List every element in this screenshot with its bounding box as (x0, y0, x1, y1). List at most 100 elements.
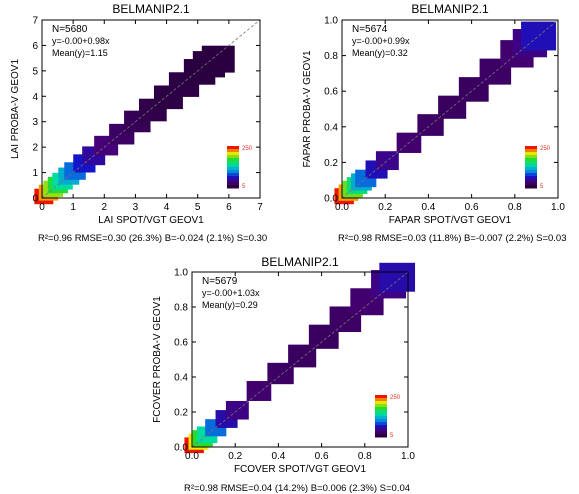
density-cell-15 (379, 262, 416, 292)
y-tick-label: 6 (32, 41, 38, 52)
colorbar-segment (525, 161, 537, 165)
colorbar-segment (375, 404, 387, 408)
y-tick-label: 0.6 (324, 87, 338, 98)
colorbar-segment (227, 149, 239, 153)
annotation-1: N=5680 (52, 24, 88, 35)
colorbar-segment (227, 152, 239, 156)
density-cell-9 (267, 362, 294, 385)
stats-line: R²=0.96 RMSE=0.30 (26.3%) B=-0.024 (2.1%… (38, 233, 267, 244)
y-tick-label: 0.4 (324, 122, 338, 133)
colorbar-segment (227, 170, 239, 174)
colorbar-segment (227, 167, 239, 171)
annotation-3: Mean(y)=0.29 (202, 300, 258, 310)
y-tick-label: 4 (32, 92, 38, 103)
colorbar-segment (375, 428, 387, 432)
chart-title: BELMANIP2.1 (411, 2, 489, 16)
colorbar-segment (375, 398, 387, 402)
x-tick-label: 0.4 (271, 451, 285, 462)
y-tick-label: 1.0 (324, 16, 338, 27)
y-tick-label: 0.0 (324, 194, 338, 205)
colorbar-segment (525, 185, 537, 189)
colorbar-segment (375, 410, 387, 414)
x-tick-label: 1 (70, 202, 76, 213)
colorbar-segment (227, 185, 239, 189)
annotation-2: y=-0.00+0.99x (352, 36, 410, 46)
annotation-1: N=5679 (202, 276, 238, 287)
colorbar-segment (375, 425, 387, 429)
colorbar-segment (525, 164, 537, 168)
density-cell-10 (288, 344, 317, 368)
x-tick-label: 0.0 (335, 202, 349, 213)
y-tick-label: 5 (32, 66, 38, 77)
plot-frame (191, 271, 409, 448)
colorbar-segment (375, 395, 387, 399)
annotation-2: y=-0.00+0.98x (52, 36, 110, 46)
colorbar-segment (227, 164, 239, 168)
annotation-3: Mean(y)=0.32 (352, 48, 408, 58)
x-tick-label: 2 (102, 202, 108, 213)
colorbar-segment (525, 179, 537, 183)
colorbar-segment (525, 176, 537, 180)
x-tick-label: 0.4 (421, 202, 435, 213)
annotation-1: N=5674 (352, 24, 388, 35)
x-tick-label: 6 (226, 202, 232, 213)
y-tick-label: 0.0 (174, 443, 188, 454)
colorbar-segment (227, 161, 239, 165)
colorbar-segment (227, 155, 239, 159)
colorbar-segment (227, 182, 239, 186)
colorbar-segment (227, 146, 239, 150)
y-tick-label: 0.4 (174, 373, 188, 384)
y-tick-label: 2 (32, 143, 38, 154)
colorbar-segment (525, 149, 537, 153)
y-tick-label: 0.2 (324, 158, 338, 169)
density-cell-18 (201, 45, 235, 73)
density-cloud (34, 45, 235, 205)
x-tick-label: 0.8 (508, 202, 522, 213)
colorbar-segment (375, 422, 387, 426)
x-axis-label: FAPAR SPOT/VGT GEOV1 (389, 215, 512, 226)
y-axis-label: FCOVER PROBA-V GEOV1 (152, 296, 163, 423)
colorbar-segment (375, 407, 387, 411)
density-cell-8 (246, 381, 272, 401)
colorbar-segment (227, 176, 239, 180)
x-tick-label: 4 (164, 202, 170, 213)
annotation-3: Mean(y)=1.15 (52, 48, 108, 58)
colorbar-min-label: 5 (540, 184, 544, 190)
chart-title: BELMANIP2.1 (112, 2, 190, 16)
y-tick-label: 0 (32, 194, 38, 205)
x-tick-label: 0.6 (315, 451, 329, 462)
x-tick-label: 1.0 (401, 451, 415, 462)
y-axis-label: LAI PROBA-V GEOV1 (10, 59, 21, 159)
colorbar-segment (375, 434, 387, 438)
colorbar: 250 5 (375, 395, 401, 439)
y-tick-label: 1.0 (174, 268, 188, 279)
density-cloud (334, 21, 557, 205)
stats-line: R²=0.98 RMSE=0.04 (14.2%) B=0.006 (2.3%)… (184, 483, 410, 494)
colorbar: 250 5 (227, 146, 253, 190)
colorbar-min-label: 5 (242, 184, 246, 190)
y-tick-label: 0.8 (174, 303, 188, 314)
x-axis-label: FCOVER SPOT/VGT GEOV1 (234, 464, 367, 475)
x-tick-label: 0 (39, 202, 45, 213)
x-axis-label: LAI SPOT/VGT GEOV1 (98, 215, 204, 226)
plot-frame (41, 19, 261, 199)
colorbar-segment (525, 182, 537, 186)
colorbar-segment (525, 146, 537, 150)
colorbar-segment (375, 431, 387, 435)
colorbar-segment (525, 155, 537, 159)
y-tick-label: 1 (32, 168, 38, 179)
colorbar-max-label: 250 (390, 395, 401, 401)
colorbar-segment (525, 158, 537, 162)
colorbar-segment (375, 416, 387, 420)
stats-line: R²=0.98 RMSE=0.03 (11.8%) B=-0.007 (2.2%… (338, 233, 566, 244)
y-tick-label: 0.2 (174, 408, 188, 419)
annotation-2: y=-0.00+1.03x (202, 288, 260, 298)
colorbar-max-label: 250 (540, 146, 551, 152)
chart-title: BELMANIP2.1 (261, 255, 339, 269)
colorbar-min-label: 5 (390, 433, 394, 439)
colorbar-segment (525, 152, 537, 156)
one-to-one-line (191, 271, 409, 448)
y-tick-label: 0.6 (174, 338, 188, 349)
colorbar-segment (525, 173, 537, 177)
